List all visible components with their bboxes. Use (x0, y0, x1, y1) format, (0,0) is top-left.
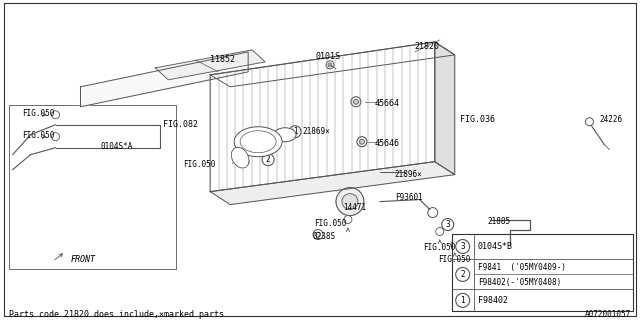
Circle shape (342, 194, 358, 210)
Polygon shape (435, 42, 455, 175)
Text: F93601: F93601 (395, 193, 422, 202)
Ellipse shape (234, 127, 282, 157)
Text: 1: 1 (460, 296, 465, 305)
Circle shape (313, 229, 323, 239)
Text: FIG.050: FIG.050 (22, 131, 55, 140)
Circle shape (360, 139, 364, 144)
Text: FIG.050: FIG.050 (183, 160, 215, 169)
Text: FRONT: FRONT (70, 255, 95, 264)
Text: 1: 1 (292, 127, 298, 136)
Polygon shape (81, 52, 248, 107)
Text: FIG.082: FIG.082 (163, 120, 198, 129)
Text: 0101S: 0101S (315, 52, 340, 61)
Text: A072001057: A072001057 (585, 310, 632, 319)
Text: 45646: 45646 (375, 139, 400, 148)
Polygon shape (210, 42, 455, 87)
Text: 21885: 21885 (488, 217, 511, 226)
Bar (452, 234, 634, 311)
Text: FIG.050: FIG.050 (438, 255, 471, 264)
Circle shape (456, 268, 470, 281)
Ellipse shape (240, 131, 276, 153)
Text: 0104S*A: 0104S*A (100, 142, 133, 151)
Text: F98402: F98402 (477, 296, 508, 305)
Ellipse shape (231, 148, 249, 168)
Circle shape (241, 158, 249, 166)
Text: FIG.036: FIG.036 (460, 115, 495, 124)
Circle shape (451, 241, 459, 249)
Circle shape (289, 126, 301, 138)
Circle shape (316, 232, 321, 237)
Text: F98402(-'05MY0408): F98402(-'05MY0408) (477, 278, 561, 287)
Circle shape (326, 61, 334, 69)
Text: FIG.050: FIG.050 (22, 109, 55, 118)
Circle shape (428, 208, 438, 218)
Circle shape (353, 99, 358, 104)
Text: Parts code 21820 does include,×marked parts: Parts code 21820 does include,×marked pa… (8, 310, 223, 319)
Polygon shape (210, 162, 455, 204)
Circle shape (456, 239, 470, 253)
Polygon shape (156, 50, 265, 80)
Circle shape (52, 111, 60, 119)
Circle shape (586, 118, 593, 126)
Text: 2: 2 (266, 155, 271, 164)
Text: 0104S*B: 0104S*B (477, 242, 513, 251)
Bar (8, 105, 176, 269)
Circle shape (344, 216, 352, 224)
Text: 3: 3 (460, 242, 465, 251)
Ellipse shape (274, 128, 296, 142)
Text: 11852: 11852 (210, 55, 236, 64)
Circle shape (357, 137, 367, 147)
Text: FIG.050: FIG.050 (314, 219, 346, 228)
Text: 24226: 24226 (600, 115, 623, 124)
Circle shape (52, 133, 60, 141)
Circle shape (436, 228, 444, 236)
Text: 21820: 21820 (415, 43, 440, 52)
Text: 2: 2 (460, 270, 465, 279)
Text: 21896×: 21896× (395, 170, 422, 179)
Circle shape (351, 97, 361, 107)
Circle shape (456, 293, 470, 308)
Text: 45664: 45664 (375, 99, 400, 108)
Circle shape (328, 63, 332, 67)
Text: FIG.050: FIG.050 (424, 243, 456, 252)
Circle shape (262, 154, 274, 166)
Polygon shape (210, 42, 435, 192)
Circle shape (442, 219, 454, 230)
Text: 0238S: 0238S (312, 232, 335, 241)
Text: 14471: 14471 (344, 203, 367, 212)
Text: 21869×: 21869× (302, 127, 330, 136)
Text: F9841  ('05MY0409-): F9841 ('05MY0409-) (477, 263, 566, 272)
Circle shape (336, 188, 364, 216)
Text: 3: 3 (445, 220, 450, 229)
